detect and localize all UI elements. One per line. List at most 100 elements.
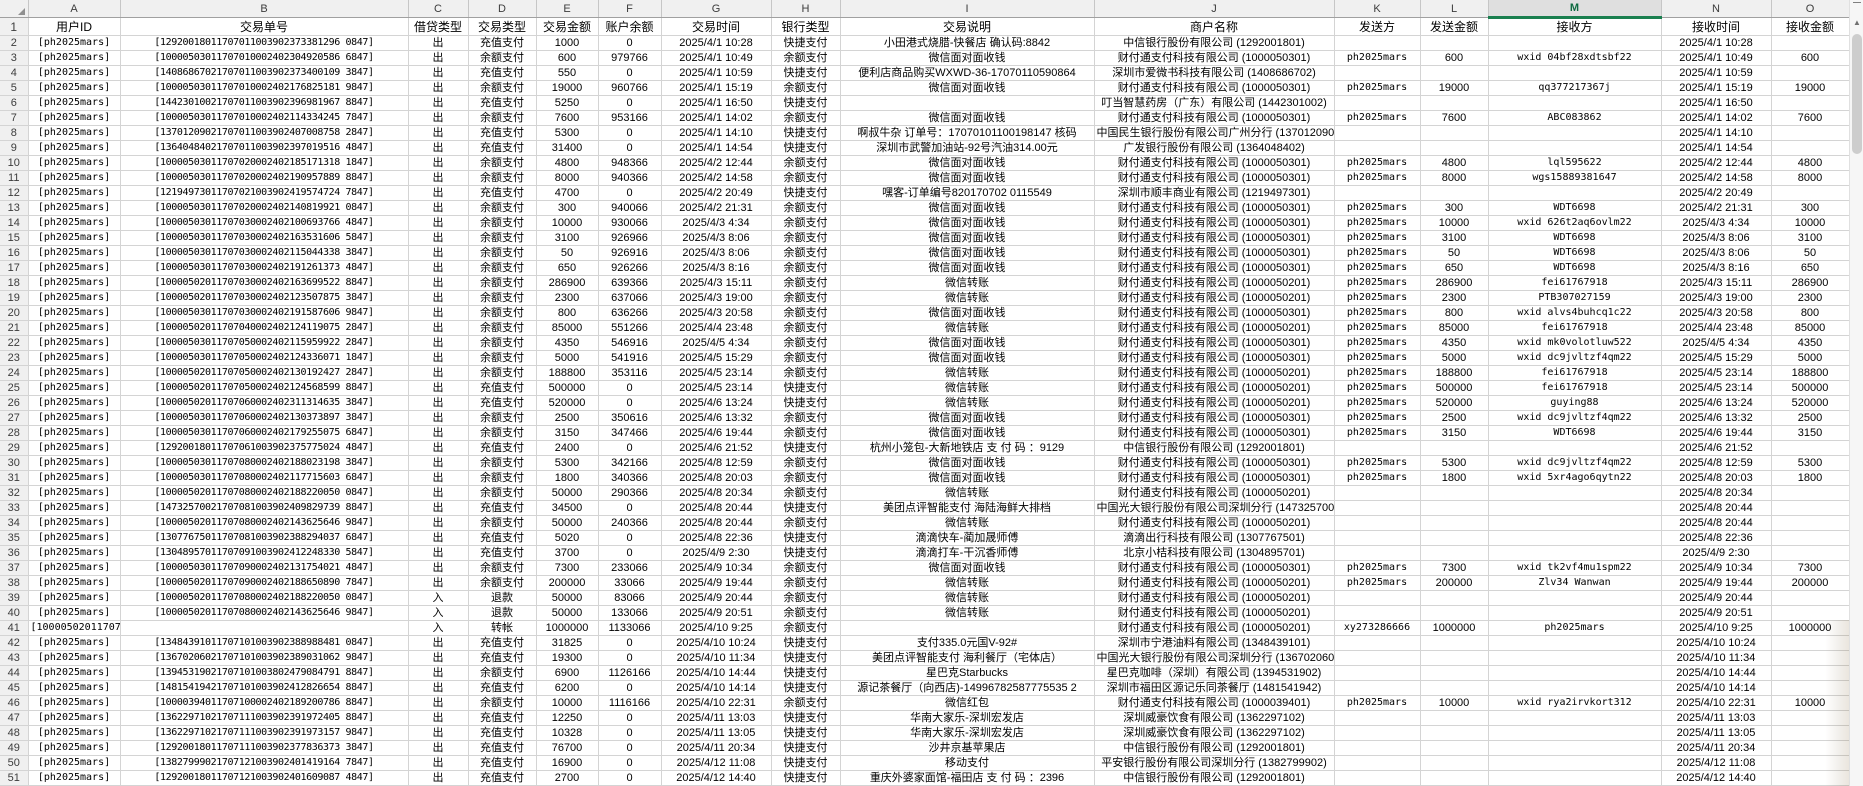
cell-transaction-amount[interactable]: 6200: [536, 680, 599, 696]
cell-account-balance[interactable]: 33066: [598, 575, 662, 591]
cell-transaction-description[interactable]: 微信面对面收钱: [840, 455, 1095, 471]
cell-sender[interactable]: [1334, 95, 1421, 111]
cell-receive-amount[interactable]: 1800: [1771, 470, 1850, 486]
cell-transaction-no[interactable]: [120, 620, 409, 636]
cell-receive-time[interactable]: 2025/4/2 12:44: [1661, 155, 1772, 171]
cell-receiver[interactable]: [1488, 605, 1662, 621]
cell-merchant-name[interactable]: 滴滴出行科技有限公司 (1307767501): [1094, 530, 1335, 546]
cell-user-id[interactable]: [ph2025mars]: [28, 470, 121, 486]
cell-send-amount[interactable]: 500000: [1420, 380, 1489, 396]
cell-merchant-name[interactable]: 财付通支付科技有限公司 (1000050201): [1094, 620, 1335, 636]
cell-account-balance[interactable]: 0: [598, 185, 662, 201]
cell-transaction-description[interactable]: 星巴克Starbucks: [840, 665, 1095, 681]
cell-send-amount[interactable]: 19000: [1420, 80, 1489, 96]
table-row[interactable]: 51 [ph2025mars] [1292001801170712100390240…: [0, 770, 1863, 786]
cell-debit-credit-type[interactable]: 入: [408, 590, 469, 606]
cell-receive-amount[interactable]: [1771, 755, 1850, 771]
cell-receive-time[interactable]: 2025/4/9 19:44: [1661, 575, 1772, 591]
cell-transaction-type[interactable]: 退款: [468, 590, 537, 606]
cell-transaction-type[interactable]: 余额支付: [468, 110, 537, 126]
cell-debit-credit-type[interactable]: 入: [408, 605, 469, 621]
cell-user-id[interactable]: [ph2025mars]: [28, 335, 121, 351]
cell-send-amount[interactable]: [1420, 770, 1489, 786]
cell-debit-credit-type[interactable]: 出: [408, 635, 469, 651]
cell-receive-amount[interactable]: 600: [1771, 50, 1850, 66]
table-row[interactable]: 22 [ph2025mars] [1000050301170705000240211…: [0, 335, 1863, 351]
cell-transaction-time[interactable]: 2025/4/9 2:30: [661, 545, 772, 561]
cell-transaction-amount[interactable]: 10328: [536, 725, 599, 741]
cell-user-id[interactable]: [10000502011707100022090001900052 519568…: [28, 620, 121, 636]
cell-receiver[interactable]: [1488, 680, 1662, 696]
cell-receiver[interactable]: [1488, 545, 1662, 561]
cell-receive-amount[interactable]: [1771, 35, 1850, 51]
cell-sender[interactable]: [1334, 125, 1421, 141]
cell-send-amount[interactable]: [1420, 755, 1489, 771]
cell-merchant-name[interactable]: 叮当智慧药房（广东）有限公司 (1442301002): [1094, 95, 1335, 111]
cell-receive-amount[interactable]: 10000: [1771, 215, 1850, 231]
cell-receiver[interactable]: wxid dc9jvltzf4qm22: [1488, 455, 1662, 471]
cell-receive-time[interactable]: 2025/4/8 20:44: [1661, 515, 1772, 531]
cell-user-id[interactable]: [ph2025mars]: [28, 320, 121, 336]
cell-transaction-time[interactable]: 2025/4/9 20:44: [661, 590, 772, 606]
cell-sender[interactable]: ph2025mars: [1334, 470, 1421, 486]
cell-transaction-type[interactable]: 余额支付: [468, 245, 537, 261]
cell-transaction-time[interactable]: 2025/4/6 21:52: [661, 440, 772, 456]
row-number-1[interactable]: 1: [0, 17, 29, 36]
cell-merchant-name[interactable]: 财付通支付科技有限公司 (1000050201): [1094, 605, 1335, 621]
cell-account-balance[interactable]: 639366: [598, 275, 662, 291]
cell-receive-time[interactable]: 2025/4/8 12:59: [1661, 455, 1772, 471]
cell-bank-type[interactable]: 余额支付: [771, 365, 841, 381]
cell-transaction-description[interactable]: 小田港式烧腊-快餐店 确认码:8842: [840, 35, 1095, 51]
cell-transaction-description[interactable]: 微信面对面收钱: [840, 305, 1095, 321]
cell-transaction-time[interactable]: 2025/4/10 14:44: [661, 665, 772, 681]
cell-user-id[interactable]: [ph2025mars]: [28, 200, 121, 216]
cell-user-id[interactable]: [ph2025mars]: [28, 455, 121, 471]
table-row[interactable]: 6 [ph2025mars] [14423010021707011003902396…: [0, 95, 1863, 111]
cell-transaction-no[interactable]: [13622971021707111003902391972405 8847]: [120, 710, 409, 726]
cell-sender[interactable]: ph2025mars: [1334, 350, 1421, 366]
cell-transaction-no[interactable]: [14086867021707011003902373400109 3847]: [120, 65, 409, 81]
cell-transaction-type[interactable]: 充值支付: [468, 500, 537, 516]
cell-bank-type[interactable]: 余额支付: [771, 80, 841, 96]
cell-receiver[interactable]: WDT6698: [1488, 245, 1662, 261]
cell-transaction-description[interactable]: 微信面对面收钱: [840, 245, 1095, 261]
cell-receive-amount[interactable]: 286900: [1771, 275, 1850, 291]
cell-bank-type[interactable]: 余额支付: [771, 485, 841, 501]
cell-transaction-time[interactable]: 2025/4/2 12:44: [661, 155, 772, 171]
cell-debit-credit-type[interactable]: 出: [408, 350, 469, 366]
cell-transaction-type[interactable]: 余额支付: [468, 260, 537, 276]
table-row[interactable]: 14 [ph2025mars] [1000050301170703000240210…: [0, 215, 1863, 231]
scroll-up-arrow-icon[interactable]: ▲: [1853, 18, 1861, 27]
cell-account-balance[interactable]: 0: [598, 755, 662, 771]
cell-debit-credit-type[interactable]: 出: [408, 455, 469, 471]
cell-debit-credit-type[interactable]: 出: [408, 155, 469, 171]
cell-receiver[interactable]: wxid dc9jvltzf4qm22: [1488, 350, 1662, 366]
cell-bank-type[interactable]: 余额支付: [771, 110, 841, 126]
row-number-45[interactable]: 45: [0, 680, 29, 696]
cell-transaction-type[interactable]: 余额支付: [468, 470, 537, 486]
cell-user-id[interactable]: [ph2025mars]: [28, 605, 121, 621]
cell-debit-credit-type[interactable]: 出: [408, 260, 469, 276]
cell-user-id[interactable]: [ph2025mars]: [28, 170, 121, 186]
cell-send-amount[interactable]: [1420, 440, 1489, 456]
cell-user-id[interactable]: [ph2025mars]: [28, 725, 121, 741]
cell-send-amount[interactable]: [1420, 500, 1489, 516]
cell-transaction-type[interactable]: 充值支付: [468, 380, 537, 396]
cell-receive-amount[interactable]: 3150: [1771, 425, 1850, 441]
cell-transaction-description[interactable]: 支付335.0元国V-92#: [840, 635, 1095, 651]
row-number-20[interactable]: 20: [0, 305, 29, 321]
cell-receiver[interactable]: Zlv34 Wanwan: [1488, 575, 1662, 591]
cell-transaction-amount[interactable]: 10000: [536, 695, 599, 711]
cell-receive-amount[interactable]: 3100: [1771, 230, 1850, 246]
cell-receive-amount[interactable]: 800: [1771, 305, 1850, 321]
cell-account-balance[interactable]: 0: [598, 650, 662, 666]
cell-sender[interactable]: ph2025mars: [1334, 230, 1421, 246]
cell-transaction-description[interactable]: 便利店商品购买WXWD-36-17070110590864: [840, 65, 1095, 81]
cell-transaction-no[interactable]: [10000502011707040002402124119075 2847]: [120, 320, 409, 336]
cell-receive-time[interactable]: 2025/4/10 9:25: [1661, 620, 1772, 636]
cell-sender[interactable]: ph2025mars: [1334, 275, 1421, 291]
cell-user-id[interactable]: [ph2025mars]: [28, 275, 121, 291]
row-number-34[interactable]: 34: [0, 515, 29, 531]
cell-transaction-time[interactable]: 2025/4/10 22:31: [661, 695, 772, 711]
cell-send-amount[interactable]: 800: [1420, 305, 1489, 321]
